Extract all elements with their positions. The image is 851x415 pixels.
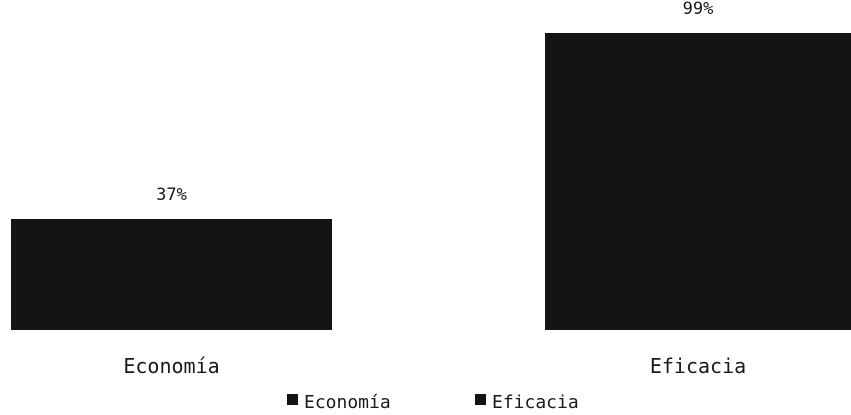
bar-economia	[11, 219, 332, 330]
legend: Economía Eficacia	[287, 392, 579, 413]
legend-label-eficacia: Eficacia	[492, 392, 579, 413]
legend-swatch-eficacia	[475, 394, 486, 405]
bars	[11, 33, 851, 330]
bar-eficacia	[545, 33, 851, 330]
x-tick-label-economia: Economía	[123, 354, 219, 378]
data-label-eficacia: 99%	[683, 0, 714, 19]
x-tick-label-eficacia: Eficacia	[650, 354, 746, 378]
legend-label-economia: Economía	[304, 392, 391, 413]
data-label-economia: 37%	[156, 185, 187, 205]
legend-swatch-economia	[287, 394, 298, 405]
